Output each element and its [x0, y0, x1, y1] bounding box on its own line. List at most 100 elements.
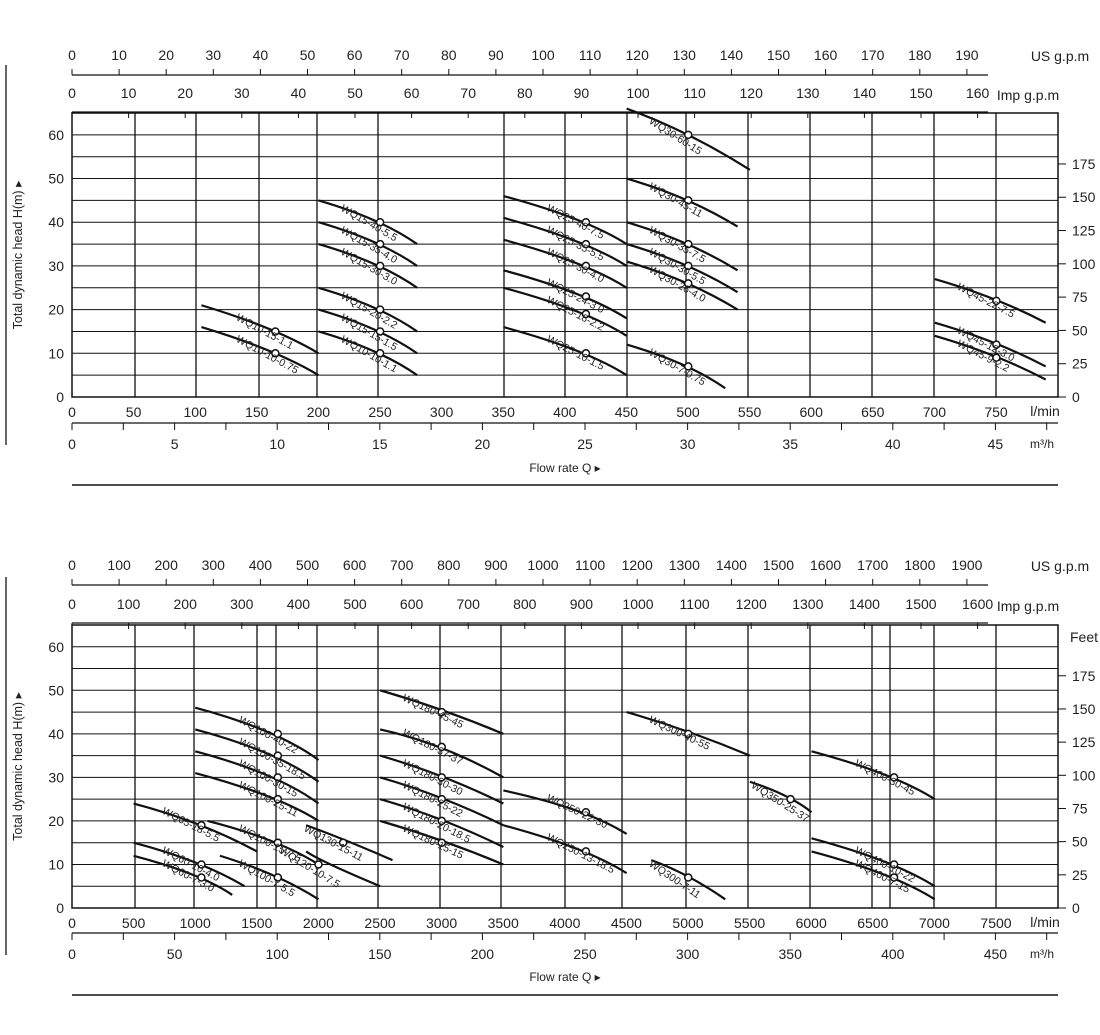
c1-duty-point: [437, 816, 446, 826]
c0-top-axis-2-label: 130: [796, 85, 820, 101]
c1-bottom-axis-2-label: 300: [676, 946, 700, 962]
c1-bottom-axis-1-label: 2500: [364, 915, 395, 931]
c1-bottom-axis-1-label: 6500: [857, 915, 888, 931]
c1-bottom-axis-2-label: 400: [881, 946, 905, 962]
c0-top-axis-2-label: 110: [683, 85, 706, 101]
c1-top-axis-1-label: 200: [155, 557, 179, 573]
c1-bottom-axis-1-label: 5500: [734, 915, 765, 931]
c0-top-axis-1-label: 130: [673, 47, 697, 63]
c0-duty-point: [581, 217, 591, 227]
c0-bottom-axis-1-label: 50: [126, 404, 142, 420]
c1-curve: [503, 824, 628, 875]
c1-top-axis-1-label: 1100: [575, 557, 605, 573]
c0-top-axis-1-label: 100: [531, 47, 555, 63]
c1-duty-point: [437, 794, 446, 804]
c0-bottom-axis-2-label: 10: [269, 436, 285, 452]
c0-bottom-axis-1-label: 150: [245, 404, 269, 420]
c0-bottom-axis-1-label: 350: [492, 404, 516, 420]
c0-top-axis-2-label: 60: [404, 85, 420, 101]
c0-top-axis-1-label: 90: [488, 47, 504, 63]
c1-duty-point: [437, 773, 446, 782]
c0-duty-point: [271, 327, 280, 336]
c1-duty-point: [684, 729, 693, 739]
c1-left-tick-label: 20: [48, 813, 64, 829]
c0-bottom-axis-1-label: 650: [861, 404, 885, 420]
c1-duty-point: [786, 794, 795, 804]
c1-curve: [219, 854, 320, 901]
c1-top-axis-1-label: 1000: [527, 557, 558, 573]
c0-duty-point: [684, 130, 693, 140]
c1-bottom-axis-1-label: 4000: [549, 915, 580, 931]
c0-top-axis-2-label: 40: [291, 85, 307, 101]
c0-top-axis-2-label: 140: [853, 85, 877, 101]
c0-right-tick-label: 150: [1072, 189, 1096, 205]
c1-left-tick-label: 30: [48, 769, 64, 785]
c1-curve-label: WQ65-18-5.5: [160, 805, 222, 845]
c1-top-axis-2-label: 900: [570, 596, 594, 612]
c0-top-axis-1-label: 0: [68, 47, 76, 63]
c1-top-axis-2-label: 200: [174, 596, 198, 612]
c1-curve: [305, 850, 381, 888]
c1-duty-point: [273, 794, 283, 804]
c1-left-tick-label: 60: [48, 639, 64, 655]
c0-y-axis-label: Total dynamic head H(m) ▸: [11, 180, 25, 329]
c0-top-axis-1-label: 50: [300, 47, 316, 63]
c1-top-axis-1-label: 1300: [669, 557, 700, 573]
c0-curve: [503, 326, 628, 377]
c0-curve: [503, 286, 628, 337]
c1-bottom-axis-2-label: 350: [779, 946, 803, 962]
c1-curve-label: WQ250-22-30: [545, 792, 610, 831]
c0-bottom-axis-2-label: 35: [782, 436, 798, 452]
c0-left-tick-label: 40: [48, 214, 64, 230]
c0-duty-point: [684, 261, 693, 271]
c0-curve: [201, 326, 320, 377]
c0-top-axis-1-label: 120: [626, 47, 650, 63]
c0-duty-point: [684, 279, 693, 288]
c1-top-axis-2-label: 100: [117, 596, 141, 612]
c0-top-axis-1-label: 110: [579, 47, 602, 63]
c1-left-tick-label: 50: [48, 682, 64, 698]
c0-top-axis-1-label: 190: [955, 47, 979, 63]
c1-top-axis-2-label: 400: [287, 596, 311, 612]
c1-right-tick-label: 75: [1072, 800, 1088, 816]
c0-duty-point: [684, 239, 693, 249]
c0-bottom-axis-1-unit: l/min: [1030, 403, 1060, 419]
c1-top-axis-1-label: 1900: [951, 557, 982, 573]
c1-bottom-axis-1-label: 7000: [919, 915, 950, 931]
c0-top-axis-1-label: 30: [206, 47, 222, 63]
c1-top-axis-1-label: 800: [437, 557, 461, 573]
c0-curve: [626, 343, 726, 390]
c0-top-axis-1-label: 170: [861, 47, 885, 63]
c0-curve-label: WQ30-60-15: [647, 115, 704, 157]
c1-bottom-axis-1-label: 6000: [796, 915, 827, 931]
c1-curve: [194, 750, 320, 805]
c0-top-axis-2-label: 80: [517, 85, 533, 101]
c0-top-axis-2-label: 0: [68, 85, 76, 101]
c0-top-axis-1-label: 40: [253, 47, 269, 63]
c1-bottom-axis-1-label: 0: [68, 915, 76, 931]
c1-duty-point: [581, 807, 591, 817]
c1-duty-point: [889, 873, 899, 882]
c0-bottom-axis-1-label: 250: [368, 404, 392, 420]
c0-curve: [318, 199, 418, 245]
c0-bottom-axis-2-label: 5: [171, 436, 179, 452]
c0-duty-point: [375, 261, 385, 271]
c1-curve: [194, 728, 320, 783]
c1-bottom-axis-2-label: 50: [167, 946, 183, 962]
c1-top-axis-1-label: 300: [202, 557, 226, 573]
c1-bottom-axis-1-label: 4500: [611, 915, 642, 931]
c0-right-tick-label: 175: [1072, 156, 1096, 172]
c1-top-axis-1-label: 1500: [763, 557, 794, 573]
c1-duty-point: [581, 847, 591, 856]
c0-bottom-axis-1-label: 400: [553, 404, 577, 420]
c0-curve: [503, 216, 628, 267]
c1-top-axis-1-label: 1200: [622, 557, 653, 573]
c1-duty-point: [197, 860, 206, 869]
c0-top-axis-1-label: 60: [347, 47, 363, 63]
c1-duty-point: [273, 838, 283, 847]
c0-top-axis-1-unit: US g.p.m: [1031, 48, 1089, 64]
c1-top-axis-1-label: 1400: [716, 557, 747, 573]
c0-bottom-axis-2-label: 0: [68, 436, 76, 452]
c1-top-axis-1-label: 0: [68, 557, 76, 573]
c0-duty-point: [992, 296, 1001, 306]
